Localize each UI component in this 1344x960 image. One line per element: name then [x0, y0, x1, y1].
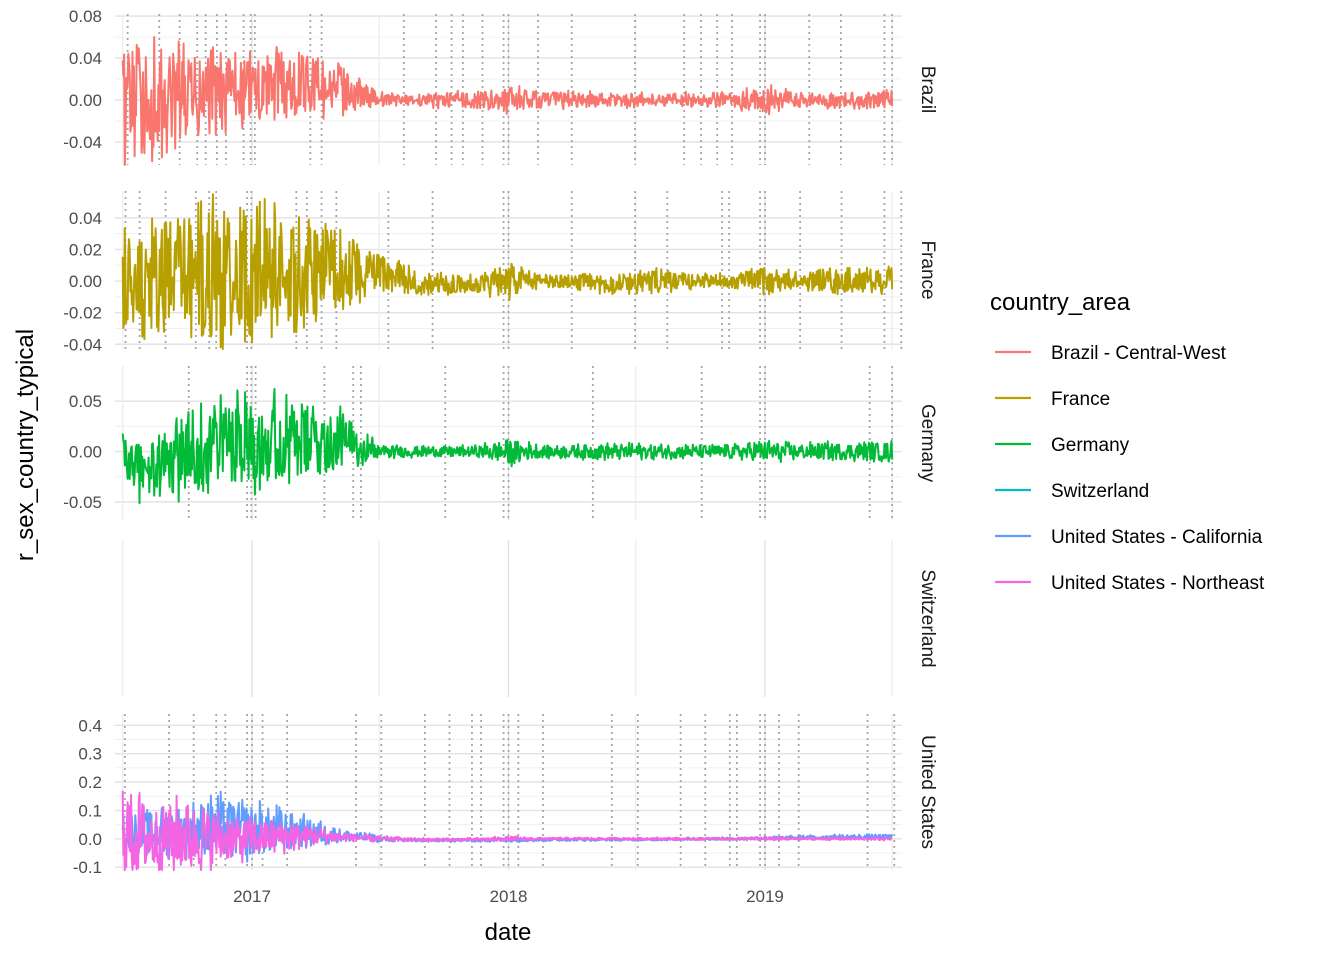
y-tick-label: 0.00 — [69, 272, 102, 291]
y-tick-label: -0.04 — [63, 133, 102, 152]
legend-label: France — [1051, 389, 1110, 410]
panel-strip-label: Switzerland — [917, 569, 938, 667]
series-line-brazil-central-west — [121, 36, 894, 166]
legend-item: United States - Northeast — [995, 573, 1265, 594]
panel-switzerland: Switzerland — [122, 540, 938, 697]
legend-item: Switzerland — [995, 481, 1149, 502]
series-line-united-states-northeast — [121, 790, 893, 871]
panel-germany: 0.05 0.00 -0.05 Germany — [63, 366, 938, 520]
y-axis-title: r_sex_country_typical — [12, 329, 39, 561]
y-tick-label: 0.3 — [78, 745, 102, 764]
y-tick-label: 0.04 — [69, 209, 102, 228]
legend-item: France — [995, 389, 1110, 410]
series-line-germany — [121, 388, 894, 505]
panel-strip-label: United States — [917, 735, 938, 849]
legend-label: Switzerland — [1051, 481, 1149, 502]
panel-france: 0.04 0.02 0.00 -0.02 -0.04 France — [63, 191, 938, 354]
panel-brazil: 0.08 0.04 0.00 -0.04 Brazil — [63, 7, 938, 166]
y-tick-label: -0.05 — [63, 493, 102, 512]
legend-label: United States - Northeast — [1051, 573, 1265, 594]
x-axis-title: date — [485, 919, 532, 946]
x-tick-label: 2017 — [233, 887, 271, 906]
y-tick-label: 0.04 — [69, 49, 102, 68]
y-tick-label: 0.1 — [78, 801, 102, 820]
y-tick-label: 0.4 — [78, 716, 102, 735]
y-tick-label: -0.02 — [63, 304, 102, 323]
x-tick-label: 2019 — [746, 887, 784, 906]
y-tick-label: 0.00 — [69, 443, 102, 462]
y-tick-label: -0.1 — [73, 858, 102, 877]
legend-title: country_area — [990, 289, 1131, 316]
legend: country_area Brazil - Central-West France… — [990, 289, 1265, 594]
y-tick-label: 0.05 — [69, 392, 102, 411]
series-line-france — [121, 193, 894, 350]
legend-label: Brazil - Central-West — [1051, 343, 1227, 364]
y-tick-label: 0.02 — [69, 240, 102, 259]
legend-label: Germany — [1051, 435, 1130, 456]
chart-panels: 0.08 0.04 0.00 -0.04 Brazil 0.04 0.02 0.00 -0.02… — [63, 7, 938, 877]
y-tick-label: 0.00 — [69, 91, 102, 110]
y-tick-label: 0.0 — [78, 830, 102, 849]
panel-strip-label: France — [917, 240, 938, 299]
y-tick-label: -0.04 — [63, 335, 102, 354]
x-tick-label: 2018 — [490, 887, 528, 906]
legend-item: United States - California — [995, 527, 1263, 548]
y-tick-label: 0.2 — [78, 773, 102, 792]
legend-item: Brazil - Central-West — [995, 343, 1227, 364]
panel-united-states: 0.4 0.3 0.2 0.1 0.0 -0.1 United States — [73, 714, 938, 877]
legend-item: Germany — [995, 435, 1130, 456]
legend-label: United States - California — [1051, 527, 1263, 548]
x-axis: 2017 2018 2019 — [233, 887, 784, 906]
y-tick-label: 0.08 — [69, 7, 102, 26]
panel-strip-label: Brazil — [917, 66, 938, 114]
panel-strip-label: Germany — [917, 404, 938, 483]
